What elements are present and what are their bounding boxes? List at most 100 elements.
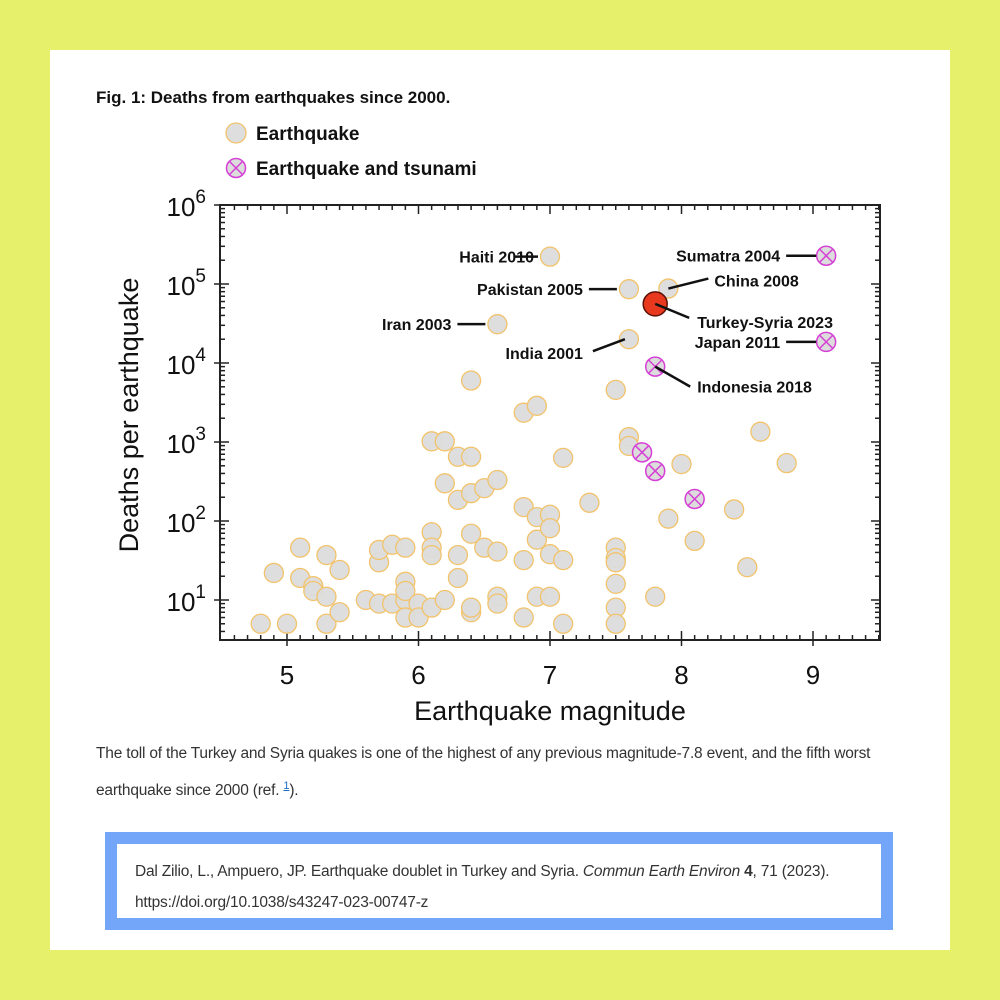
earthquake-point: [618, 329, 640, 350]
figure-panel: [50, 50, 950, 950]
citation-text: Dal Zilio, L., Ampuero, JP. Earthquake d…: [135, 856, 875, 918]
annotation-label: India 2001: [506, 346, 583, 363]
y-tick-label: 102: [167, 503, 207, 538]
earthquake-point: [618, 279, 640, 300]
citation-volume: 4: [744, 863, 753, 880]
tsunami-cross: [819, 248, 834, 263]
earthquake-point: [737, 557, 758, 578]
figure-title: Fig. 1: Deaths from earthquakes since 20…: [96, 88, 451, 107]
tsunami-point: [815, 245, 837, 266]
earthquake-point: [316, 586, 337, 607]
annotation-leader-line: [654, 365, 691, 388]
earthquake-point: [750, 421, 771, 442]
caption-text: The toll of the Turkey and Syria quakes …: [96, 745, 871, 800]
earthquake-point: [276, 613, 298, 634]
x-tick-label: 8: [674, 660, 688, 690]
earthquake-point: [460, 597, 482, 618]
earthquake-point: [526, 529, 547, 550]
earthquake-point: [487, 593, 508, 614]
tsunami-cross: [819, 334, 834, 349]
legend-earthquake-icon: [225, 122, 247, 144]
tsunami-point: [631, 442, 653, 463]
citation-box: Dal Zilio, L., Ampuero, JP. Earthquake d…: [105, 832, 893, 930]
legend-label: Earthquake: [256, 124, 359, 145]
tsunami-cross: [228, 160, 244, 176]
y-tick-label: 103: [167, 424, 207, 459]
earthquake-point: [658, 508, 679, 529]
y-tick-label: 101: [167, 582, 207, 617]
legend-label: Earthquake and tsunami: [256, 159, 477, 180]
earthquake-point: [539, 586, 561, 607]
earthquake-point: [460, 523, 482, 544]
x-tick-label: 7: [543, 660, 557, 690]
citation-authors-title: Dal Zilio, L., Ampuero, JP. Earthquake d…: [135, 863, 583, 880]
annotation-leader-line: [668, 277, 709, 290]
earthquake-point: [605, 613, 626, 634]
earthquake-point: [460, 446, 482, 467]
y-tick-label: 105: [167, 266, 207, 301]
earthquake-point: [553, 613, 574, 634]
earthquake-point: [316, 544, 337, 566]
earthquake-point: [553, 447, 574, 469]
earthquake-point: [723, 499, 745, 520]
citation-journal: Commun Earth Environ: [582, 863, 741, 880]
figure-caption: The toll of the Turkey and Syria quakes …: [96, 738, 926, 806]
tsunami-cross: [687, 491, 702, 507]
earthquake-point: [460, 370, 482, 391]
earthquake-point: [579, 492, 600, 513]
earthquake-point: [605, 552, 626, 573]
earthquake-point: [263, 562, 285, 584]
annotation-label: Sumatra 2004: [676, 249, 780, 266]
annotation-label: Turkey-Syria 2023: [697, 315, 833, 332]
annotation-leader-line: [654, 302, 690, 320]
earthquake-point: [605, 379, 626, 401]
annotation-label: Pakistan 2005: [477, 282, 583, 299]
earthquake-point: [539, 246, 561, 267]
tsunami-point: [644, 460, 666, 482]
earthquake-point: [434, 589, 455, 611]
annotation-label: Japan 2011: [695, 335, 781, 352]
annotation-leader-line: [592, 338, 626, 353]
earthquake-point: [447, 544, 469, 566]
annotation-label: China 2008: [714, 274, 799, 291]
earthquake-point: [539, 518, 561, 539]
legend-tsunami-icon: [225, 157, 247, 179]
earthquake-point: [395, 537, 416, 558]
plot-frame: [219, 204, 881, 641]
earthquake-point: [684, 530, 705, 552]
caption-end: ).: [289, 782, 299, 800]
earthquake-point: [487, 541, 508, 562]
earthquake-point: [645, 586, 666, 607]
earthquake-point: [329, 559, 350, 581]
earthquake-point: [434, 431, 455, 452]
earthquake-point: [605, 573, 626, 595]
earthquake-point: [513, 549, 534, 571]
earthquake-point: [553, 549, 574, 571]
citation-rest: , 71 (2023). https://doi.org/10.1038/s43…: [135, 863, 830, 911]
annotation-label: Iran 2003: [382, 317, 451, 334]
earthquake-point: [776, 452, 797, 474]
x-tick-label: 5: [280, 660, 294, 690]
earthquake-point: [487, 314, 508, 335]
tsunami-point: [815, 331, 837, 353]
earthquake-point: [526, 395, 547, 416]
earthquake-point: [513, 607, 534, 628]
tsunami-cross: [635, 445, 650, 460]
earthquake-point: [395, 580, 416, 602]
tsunami-point: [684, 488, 705, 510]
earthquake-point: [447, 567, 469, 589]
earthquake-point: [289, 537, 311, 558]
earthquake-point: [421, 544, 442, 566]
earthquake-point: [250, 613, 271, 634]
earthquake-point: [487, 469, 508, 491]
earthquake-point: [316, 613, 337, 634]
annotation-label: Haiti 2010: [459, 250, 534, 267]
y-tick-label: 104: [167, 345, 207, 380]
x-axis-label: Earthquake magnitude: [414, 696, 686, 726]
tsunami-cross: [648, 463, 663, 478]
annotation-label: Indonesia 2018: [697, 380, 812, 397]
y-axis-label: Deaths per earthquake: [114, 278, 144, 553]
x-tick-label: 9: [806, 660, 820, 690]
reference-link[interactable]: 1: [283, 780, 290, 792]
scatter-chart: 5 6 7 8 9 101 102 103 104 105 106 Earthquake magnit…: [114, 122, 881, 726]
